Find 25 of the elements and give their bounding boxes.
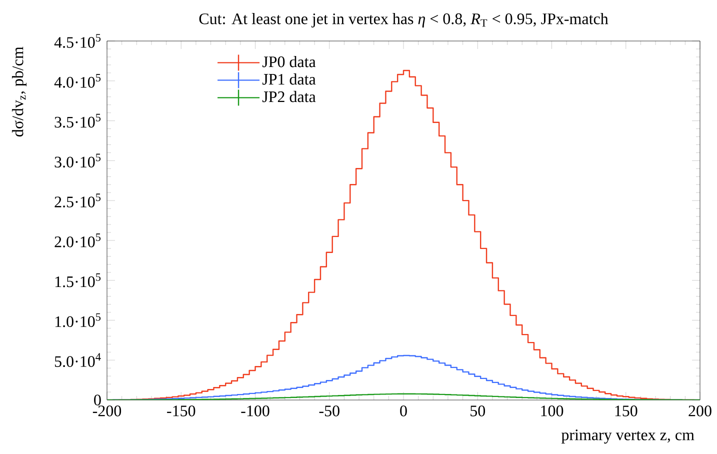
x-tick-label: 200 (688, 406, 712, 416)
x-tick-label: -100 (241, 406, 270, 416)
x-tick-label: 150 (615, 406, 638, 416)
y-tick-label: 5.0·10$^{4}$ (54, 353, 101, 368)
legend-label: JP1 data (262, 73, 316, 85)
y-tick-label: 1.5·10$^{5}$ (55, 273, 101, 288)
chart-title: Cut: At least one jet in vertex has η < 0.8, R$_{T}$ < 0.95, JPx-match (199, 12, 608, 28)
y-tick-label: 3.5·10$^{5}$ (54, 114, 101, 128)
x-axis-title: primary vertex z, cm (561, 430, 694, 444)
x-tick-label: 100 (541, 406, 564, 416)
x-tick-label: 50 (470, 406, 486, 416)
y-axis-title: dσ/dv$_{z}$, pb/cm (12, 46, 26, 136)
y-tick-label: 2.5·10$^{5}$ (54, 194, 101, 208)
y-tick-label: 4.0·10$^{5}$ (54, 74, 101, 88)
y-tick-label: 4.5·10$^{5}$ (54, 34, 101, 48)
legend-label: JP0 data (262, 56, 316, 68)
y-tick-label: 2.0·10$^{5}$ (54, 234, 101, 248)
y-tick-label: 0 (94, 394, 101, 406)
legend-label: JP2 data (262, 90, 316, 102)
y-tick-label: 3.0·10$^{5}$ (54, 154, 101, 168)
x-tick-label: -150 (167, 406, 196, 416)
x-tick-label: -50 (319, 406, 340, 416)
x-tick-label: -200 (92, 406, 122, 416)
x-tick-label: 0 (400, 406, 407, 416)
y-tick-label: 1.0·10$^{5}$ (55, 313, 101, 328)
